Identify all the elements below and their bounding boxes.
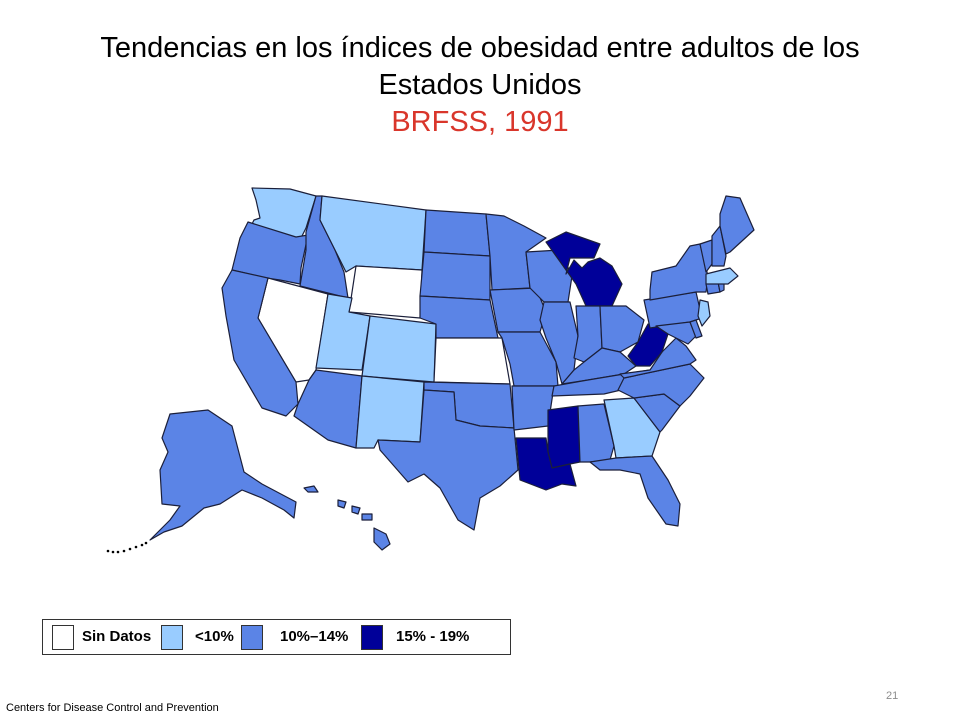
legend-swatch-lt10	[161, 625, 183, 650]
legend-swatch-no-data	[52, 625, 74, 650]
legend-swatch-15-19	[361, 625, 383, 650]
Wyoming	[348, 265, 423, 319]
Massachusetts	[705, 267, 739, 285]
page-number: 21	[886, 690, 899, 702]
Virginia	[619, 337, 697, 379]
title-line-2: Estados Unidos	[378, 69, 582, 101]
Texas	[377, 389, 519, 531]
New Hampshire	[711, 225, 727, 267]
footer-source: Centers for Disease Control and Preventi…	[6, 702, 219, 714]
Delaware	[689, 319, 703, 339]
Maine	[719, 195, 755, 255]
legend-label-lt10: <10%	[195, 628, 234, 645]
map-legend: Sin Datos <10% 10%–14% 15% - 19%	[42, 619, 511, 655]
South Dakota	[419, 251, 491, 301]
New York	[649, 243, 709, 301]
Hawaii	[303, 485, 391, 551]
Arizona	[293, 369, 363, 449]
Alaska	[149, 409, 297, 541]
Louisiana	[515, 437, 577, 491]
North Carolina	[617, 363, 705, 407]
legend-label-15-19: 15% - 19%	[396, 628, 470, 645]
aleutian-islands	[106, 541, 148, 554]
legend-swatch-10-14	[241, 625, 263, 650]
Mississippi	[547, 405, 581, 469]
New Mexico	[355, 375, 425, 449]
Kansas	[433, 337, 511, 385]
California	[221, 269, 299, 417]
slide-title: Tendencias en los índices de obesidad en…	[0, 30, 960, 141]
legend-label-no-data: Sin Datos	[82, 628, 152, 645]
title-subtitle: BRFSS, 1991	[391, 106, 569, 138]
Colorado	[361, 315, 437, 383]
North Dakota	[423, 209, 491, 257]
title-line-1: Tendencias en los índices de obesidad en…	[100, 32, 860, 64]
Oregon	[231, 221, 309, 285]
legend-label-10-14: 10%–14%	[280, 628, 349, 645]
New Jersey	[697, 299, 711, 327]
Florida	[589, 455, 681, 527]
